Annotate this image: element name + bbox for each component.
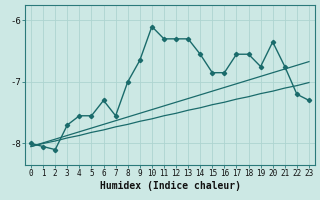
X-axis label: Humidex (Indice chaleur): Humidex (Indice chaleur) [100,181,241,191]
